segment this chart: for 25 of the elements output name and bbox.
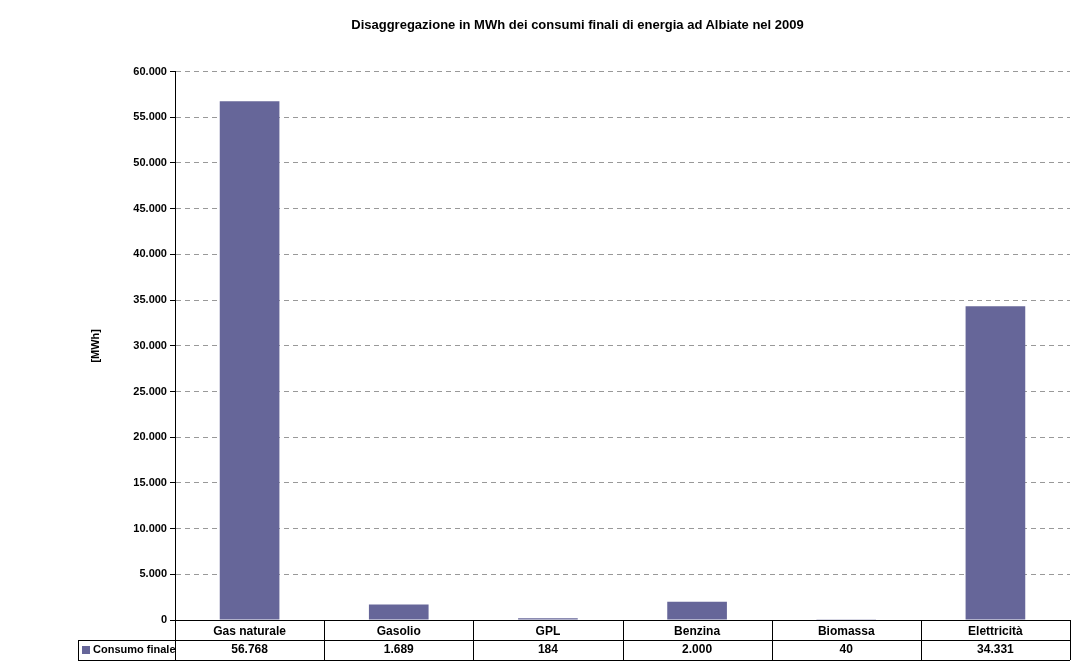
y-tick-label: 45.000 bbox=[133, 201, 167, 214]
bar bbox=[219, 101, 280, 620]
y-tick-label: 35.000 bbox=[133, 293, 167, 306]
y-tick-label: 60.000 bbox=[133, 64, 167, 77]
x-tick-label: GPL bbox=[535, 623, 561, 638]
y-tick-label: 15.000 bbox=[133, 475, 167, 488]
chart-title: Disaggregazione in MWh dei consumi finali di energia ad Albiate nel 2009 bbox=[351, 17, 804, 33]
bar bbox=[965, 306, 1026, 620]
y-tick-label: 10.000 bbox=[133, 521, 167, 534]
x-tick-label: Benzina bbox=[674, 623, 721, 638]
y-tick-label: 25.000 bbox=[133, 384, 167, 397]
y-tick-label: 20.000 bbox=[133, 430, 167, 443]
x-tick-label: Gas naturale bbox=[213, 623, 287, 638]
y-axis-title: [MWh] bbox=[88, 328, 101, 363]
y-tick-label: 30.000 bbox=[133, 338, 167, 351]
bar bbox=[667, 601, 727, 620]
x-tick-label: Gasolio bbox=[376, 623, 421, 638]
y-tick-label: 5.000 bbox=[139, 567, 167, 580]
y-tick-label: 50.000 bbox=[133, 156, 167, 169]
x-tick-label: Elettricità bbox=[968, 623, 1024, 638]
y-tick-label: 40.000 bbox=[133, 247, 167, 260]
x-tick-label: Biomassa bbox=[817, 623, 875, 638]
bar bbox=[368, 604, 429, 620]
y-tick-label: 55.000 bbox=[133, 110, 167, 123]
y-tick-label: 0 bbox=[160, 613, 167, 626]
